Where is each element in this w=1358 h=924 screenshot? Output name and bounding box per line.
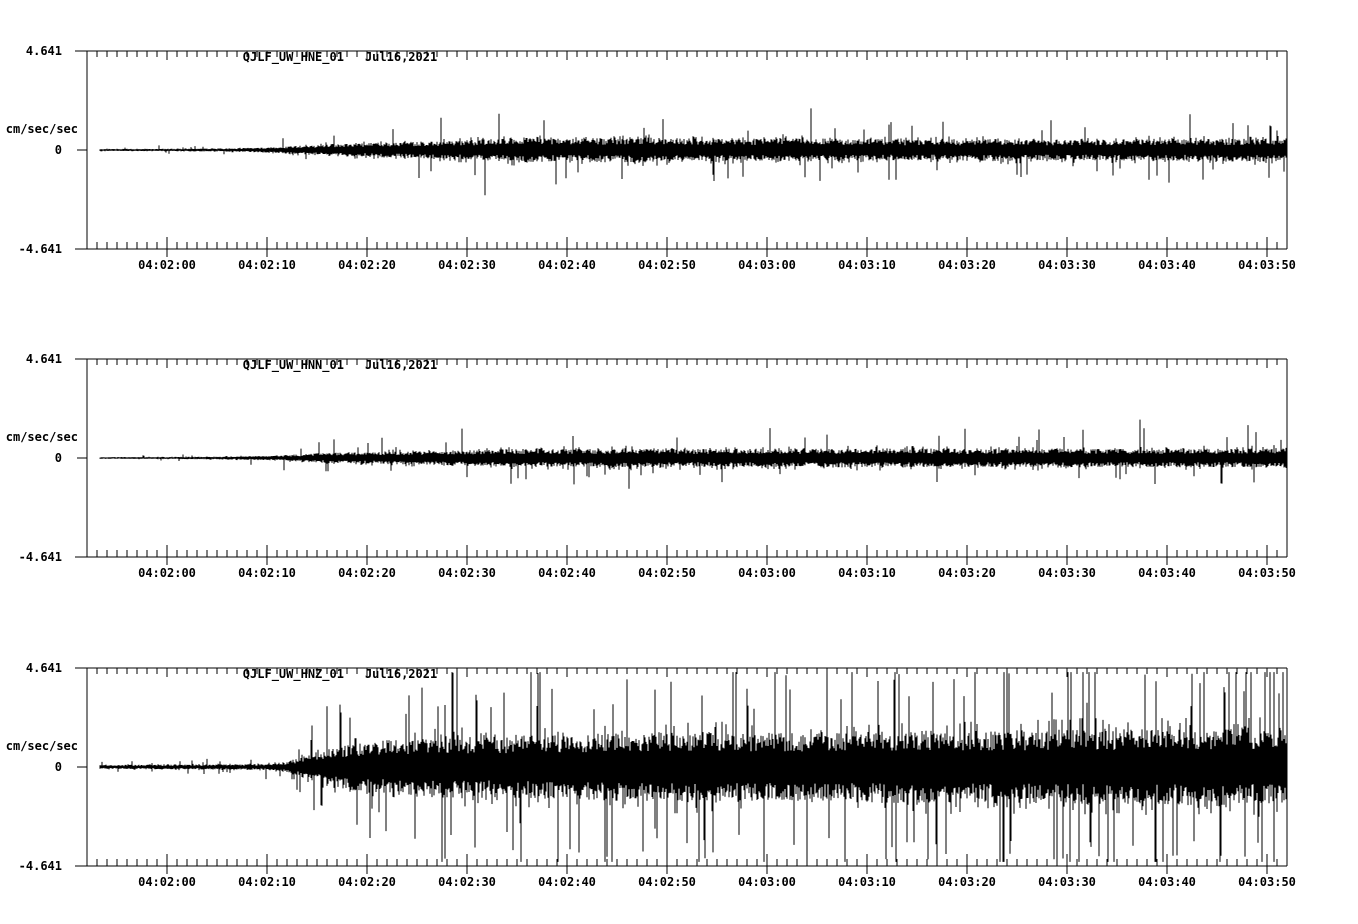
x-axis-tick-label: 04:03:10 xyxy=(838,566,896,580)
x-axis-tick-label: 04:02:40 xyxy=(538,258,596,272)
waveform-plot xyxy=(75,50,1288,257)
x-axis-tick-label: 04:03:40 xyxy=(1138,566,1196,580)
panel-title-date: Jul16,2021 xyxy=(364,358,438,372)
x-axis-tick-label: 04:03:30 xyxy=(1038,258,1096,272)
x-axis-tick-label: 04:03:20 xyxy=(938,258,996,272)
y-axis-max-label: 4.641 xyxy=(25,661,62,675)
x-axis-tick-label: 04:02:20 xyxy=(338,875,396,889)
waveform-trace xyxy=(99,672,1288,862)
x-axis-tick-label: 04:03:50 xyxy=(1238,875,1296,889)
waveform-trace xyxy=(99,419,1288,489)
plot-axes xyxy=(75,358,1288,565)
panel-title-date: Jul16,2021 xyxy=(364,50,438,64)
y-axis-zero-label: 0 xyxy=(54,451,62,465)
x-axis-tick-label: 04:02:10 xyxy=(238,566,296,580)
waveform-trace xyxy=(99,108,1288,196)
y-axis-max-label: 4.641 xyxy=(25,352,62,366)
x-axis-tick-label: 04:03:00 xyxy=(738,258,796,272)
x-axis-tick-label: 04:02:10 xyxy=(238,258,296,272)
panel-title-station: QJLF_UW_HNN_01 xyxy=(242,358,344,372)
panel-title: QJLF_UW_HNE_01 Jul16,2021 xyxy=(185,33,437,81)
y-axis-unit-label: cm/sec/sec xyxy=(5,122,78,136)
panel-title-station: QJLF_UW_HNZ_01 xyxy=(242,667,344,681)
plot-axes xyxy=(75,667,1288,874)
x-axis-tick-label: 04:03:00 xyxy=(738,566,796,580)
x-axis-tick-label: 04:02:00 xyxy=(138,566,196,580)
y-axis-min-label: -4.641 xyxy=(18,859,62,873)
x-axis-tick-label: 04:02:00 xyxy=(138,258,196,272)
x-axis-tick-label: 04:03:10 xyxy=(838,258,896,272)
x-axis-tick-label: 04:03:30 xyxy=(1038,875,1096,889)
x-axis-tick-label: 04:02:30 xyxy=(438,258,496,272)
x-axis-tick-label: 04:02:40 xyxy=(538,875,596,889)
x-axis-tick-label: 04:03:50 xyxy=(1238,258,1296,272)
x-axis-tick-label: 04:03:20 xyxy=(938,566,996,580)
y-axis-unit-label: cm/sec/sec xyxy=(5,430,78,444)
x-axis-tick-label: 04:02:40 xyxy=(538,566,596,580)
y-axis-max-label: 4.641 xyxy=(25,44,62,58)
plot-axes xyxy=(75,50,1288,257)
x-axis-tick-label: 04:03:10 xyxy=(838,875,896,889)
x-axis-tick-label: 04:03:20 xyxy=(938,875,996,889)
panel-title-station: QJLF_UW_HNE_01 xyxy=(242,50,344,64)
y-axis-zero-label: 0 xyxy=(54,760,62,774)
x-axis-tick-label: 04:03:40 xyxy=(1138,875,1196,889)
waveform-plot xyxy=(75,358,1288,565)
waveform-plot xyxy=(75,667,1288,874)
y-axis-unit-label: cm/sec/sec xyxy=(5,739,78,753)
x-axis-tick-label: 04:03:30 xyxy=(1038,566,1096,580)
x-axis-tick-label: 04:03:00 xyxy=(738,875,796,889)
x-axis-tick-label: 04:02:30 xyxy=(438,875,496,889)
panel-title: QJLF_UW_HNN_01 Jul16,2021 xyxy=(185,341,437,389)
x-axis-tick-label: 04:03:40 xyxy=(1138,258,1196,272)
x-axis-tick-label: 04:02:30 xyxy=(438,566,496,580)
x-axis-tick-label: 04:02:20 xyxy=(338,258,396,272)
x-axis-tick-label: 04:02:00 xyxy=(138,875,196,889)
x-axis-tick-label: 04:02:50 xyxy=(638,258,696,272)
y-axis-min-label: -4.641 xyxy=(18,242,62,256)
panel-title-date: Jul16,2021 xyxy=(364,667,438,681)
x-axis-tick-label: 04:02:50 xyxy=(638,566,696,580)
x-axis-tick-label: 04:02:10 xyxy=(238,875,296,889)
y-axis-zero-label: 0 xyxy=(54,143,62,157)
panel-title: QJLF_UW_HNZ_01 Jul16,2021 xyxy=(185,650,437,698)
x-axis-tick-label: 04:02:50 xyxy=(638,875,696,889)
x-axis-tick-label: 04:03:50 xyxy=(1238,566,1296,580)
y-axis-min-label: -4.641 xyxy=(18,550,62,564)
x-axis-tick-label: 04:02:20 xyxy=(338,566,396,580)
